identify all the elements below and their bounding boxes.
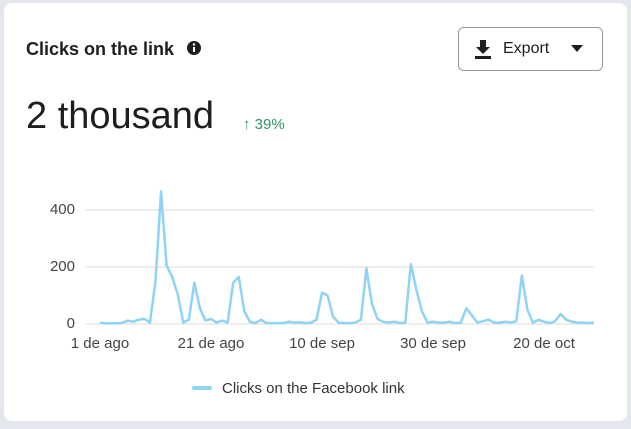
- x-tick-label: 10 de sep: [289, 335, 355, 352]
- change: ↑ 39%: [243, 116, 285, 133]
- x-tick-label: 1 de ago: [71, 335, 129, 352]
- x-tick-label: 20 de oct: [513, 335, 576, 352]
- info-icon[interactable]: [187, 41, 201, 55]
- y-tick-label: 400: [50, 201, 75, 218]
- y-tick-label: 200: [50, 258, 75, 275]
- y-tick-label: 0: [67, 315, 75, 332]
- export-button[interactable]: Export: [458, 27, 603, 71]
- x-tick-label: 30 de sep: [400, 335, 466, 352]
- line: [99, 190, 595, 325]
- export-label[interactable]: Export: [503, 40, 550, 57]
- x-tick-label: 21 de ago: [178, 335, 245, 352]
- legend-label: Clicks on the Facebook link: [222, 380, 405, 397]
- plot: 0 200 400 1 de ago 21 de ago 10 de sep 30 de s…: [50, 190, 595, 397]
- total: 2 thousand: [26, 95, 214, 137]
- title: Clicks on the link: [26, 39, 175, 59]
